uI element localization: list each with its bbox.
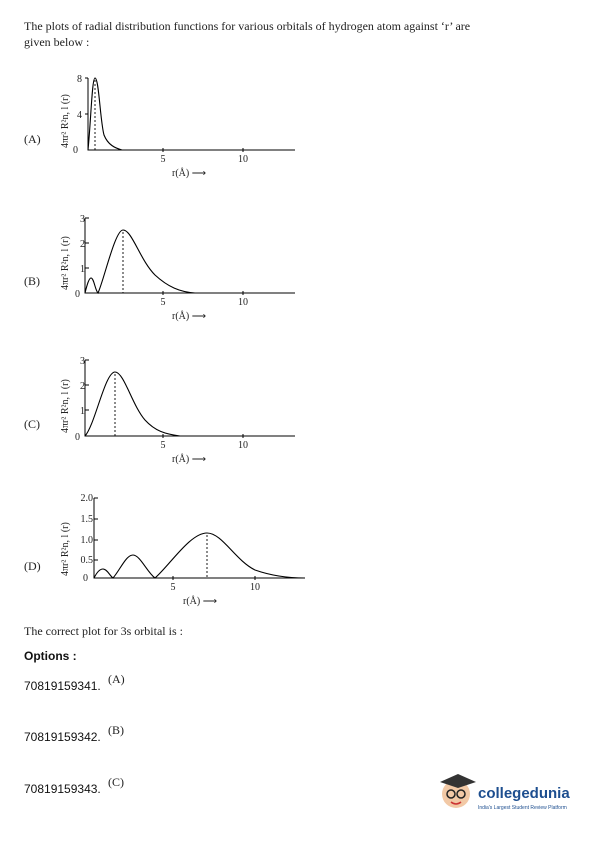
x-axis-label: r(Å) ⟶	[183, 595, 217, 607]
axes	[84, 217, 295, 295]
plot-label: (C)	[24, 417, 40, 431]
plot: (D) 4πr² R²n, l (r) 0 0.5 1.0 1.5 2.0 5 …	[24, 493, 306, 607]
curve	[84, 371, 181, 437]
y-tick-label: 2	[80, 381, 85, 392]
brand-logo: collegedunia India's Largest Student Rev…	[440, 774, 570, 811]
y-tick-label: 0	[75, 289, 80, 300]
y-axis-label: 4πr² R²n, l (r)	[60, 236, 71, 290]
x-tick-label: 10	[238, 440, 248, 451]
x-tick-label: 5	[161, 440, 166, 451]
question-line: The plots of radial distribution functio…	[24, 19, 470, 33]
y-tick-label: 1	[80, 264, 85, 275]
x-tick-label: 10	[250, 582, 260, 593]
axes	[84, 359, 295, 438]
curve	[93, 532, 306, 579]
y-tick-label: 8	[77, 74, 82, 85]
options-heading: Options :	[24, 649, 77, 663]
y-tick-label: 4	[77, 110, 82, 121]
plot-label: (D)	[24, 559, 41, 573]
prompt: The correct plot for 3s orbital is :	[24, 624, 183, 638]
y-axis-label: 4πr² R²n, l (r)	[60, 94, 71, 148]
plot-label: (B)	[24, 274, 40, 288]
y-tick-label: 3	[80, 214, 85, 225]
x-axis-label: r(Å) ⟶	[172, 453, 206, 465]
plot-label: (A)	[24, 132, 41, 146]
x-axis-label: r(Å) ⟶	[172, 310, 206, 322]
y-axis-label: 4πr² R²n, l (r)	[60, 522, 71, 576]
brand-name: collegedunia	[478, 785, 570, 802]
option-id: 70819159341.	[24, 679, 101, 693]
y-tick-label: 2.0	[81, 493, 94, 504]
option-label: (C)	[108, 775, 124, 789]
y-tick-label: 1.0	[81, 535, 94, 546]
option-label[interactable]: (B)	[108, 723, 124, 737]
axes	[93, 497, 305, 580]
plot: (A) 4πr² R²n, l (r) 0 4 8 5 10 r(Å) ⟶	[24, 74, 295, 179]
plot: (C) 4πr² R²n, l (r) 0 1 2 3 5 10 r(Å) ⟶	[24, 356, 295, 465]
option-label[interactable]: (A)	[108, 672, 125, 686]
y-tick-label: 1.5	[81, 514, 94, 525]
y-tick-label: 0	[73, 145, 78, 156]
option-id: 70819159342.	[24, 730, 101, 744]
question-line: given below :	[24, 35, 89, 49]
y-tick-label: 1	[80, 406, 85, 417]
axes	[85, 77, 295, 152]
y-axis-label: 4πr² R²n, l (r)	[60, 379, 71, 433]
curve	[87, 77, 123, 151]
y-tick-label: 2	[80, 239, 85, 250]
option-id: 70819159343.	[24, 782, 101, 796]
y-tick-label: 0	[83, 573, 88, 584]
x-tick-label: 10	[238, 297, 248, 308]
y-tick-label: 0.5	[81, 555, 94, 566]
x-tick-label: 5	[161, 297, 166, 308]
curve	[84, 229, 196, 294]
x-tick-label: 5	[161, 154, 166, 165]
x-axis-label: r(Å) ⟶	[172, 167, 206, 179]
x-tick-label: 10	[238, 154, 248, 165]
x-tick-label: 5	[171, 582, 176, 593]
brand-tagline: India's Largest Student Review Platform	[478, 805, 567, 811]
y-tick-label: 3	[80, 356, 85, 367]
y-tick-label: 0	[75, 432, 80, 443]
plot: (B) 4πr² R²n, l (r) 0 1 2 3 5 10 r(Å) ⟶	[24, 214, 295, 322]
